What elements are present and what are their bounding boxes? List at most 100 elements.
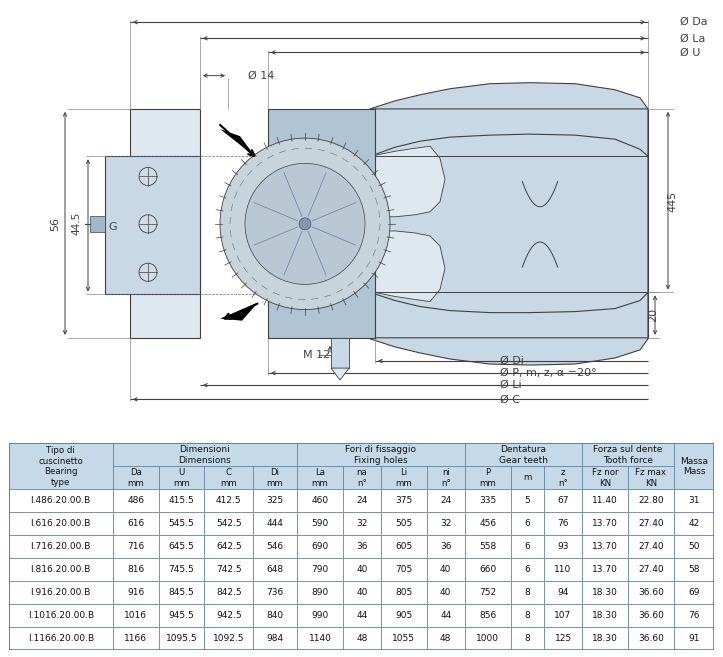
Bar xyxy=(427,604,465,627)
Text: 44: 44 xyxy=(440,612,451,620)
Text: I.716.20.00.B: I.716.20.00.B xyxy=(30,543,91,551)
Text: Ø P, m, z, α =20°: Ø P, m, z, α =20° xyxy=(500,368,596,378)
Text: 13.70: 13.70 xyxy=(592,566,618,574)
Text: 27.40: 27.40 xyxy=(638,566,664,574)
Text: 546: 546 xyxy=(267,543,283,551)
Bar xyxy=(9,581,113,604)
Bar xyxy=(253,604,297,627)
Text: 590: 590 xyxy=(312,520,329,528)
Text: I.616.20.00.B: I.616.20.00.B xyxy=(30,520,91,528)
Bar xyxy=(297,558,343,581)
Text: Ø 14: Ø 14 xyxy=(248,71,274,81)
Bar xyxy=(510,627,544,650)
Circle shape xyxy=(245,164,365,284)
Text: 990: 990 xyxy=(312,612,329,620)
Text: 460: 460 xyxy=(312,497,329,505)
Bar xyxy=(297,627,343,650)
Text: 18.30: 18.30 xyxy=(592,635,618,643)
Text: 412.5: 412.5 xyxy=(216,497,241,505)
Bar xyxy=(297,581,343,604)
Text: 705: 705 xyxy=(395,566,412,574)
Bar xyxy=(674,558,714,581)
Bar xyxy=(628,558,674,581)
Circle shape xyxy=(139,263,157,281)
Text: 642.5: 642.5 xyxy=(216,543,241,551)
Bar xyxy=(343,512,381,535)
Text: 40: 40 xyxy=(440,589,451,597)
Bar xyxy=(674,627,714,650)
Text: ni
n°: ni n° xyxy=(441,468,450,487)
Text: 22.80: 22.80 xyxy=(638,497,664,505)
Text: 8: 8 xyxy=(524,612,530,620)
Bar xyxy=(674,581,714,604)
Circle shape xyxy=(220,138,390,309)
Bar xyxy=(205,512,253,535)
Text: 44: 44 xyxy=(356,612,367,620)
Text: 5: 5 xyxy=(524,497,530,505)
Bar xyxy=(510,604,544,627)
Text: Fori di fissaggio
Fixing holes: Fori di fissaggio Fixing holes xyxy=(346,445,416,464)
Bar xyxy=(465,466,510,489)
Bar xyxy=(465,558,510,581)
Text: 1055: 1055 xyxy=(393,635,415,643)
Bar xyxy=(113,443,297,466)
Bar xyxy=(628,581,674,604)
Bar xyxy=(253,512,297,535)
Text: I.1016.20.00.B: I.1016.20.00.B xyxy=(27,612,94,620)
Bar xyxy=(130,109,200,338)
Text: 790: 790 xyxy=(312,566,329,574)
Text: I.1166.20.00.B: I.1166.20.00.B xyxy=(27,635,94,643)
Text: 69: 69 xyxy=(688,589,700,597)
Bar xyxy=(381,489,427,512)
Text: 67: 67 xyxy=(557,497,569,505)
Bar xyxy=(465,512,510,535)
Bar xyxy=(113,489,158,512)
Text: 916: 916 xyxy=(127,589,145,597)
Text: I.916.20.00.B: I.916.20.00.B xyxy=(30,589,91,597)
Text: 18.30: 18.30 xyxy=(592,612,618,620)
Text: 716: 716 xyxy=(127,543,145,551)
Bar xyxy=(674,604,714,627)
Bar xyxy=(465,535,510,558)
Text: Forza sul dente
Tooth force: Forza sul dente Tooth force xyxy=(593,445,662,464)
Bar xyxy=(544,627,582,650)
Text: 375: 375 xyxy=(395,497,412,505)
Bar xyxy=(628,489,674,512)
Text: 44.5: 44.5 xyxy=(71,212,81,235)
Bar xyxy=(674,535,714,558)
Text: 805: 805 xyxy=(395,589,412,597)
Text: z
n°: z n° xyxy=(558,468,568,487)
Bar xyxy=(9,604,113,627)
Bar xyxy=(510,512,544,535)
Text: Ø Li: Ø Li xyxy=(500,380,521,390)
Bar xyxy=(158,581,205,604)
Bar xyxy=(113,535,158,558)
Text: 905: 905 xyxy=(395,612,412,620)
Bar xyxy=(343,558,381,581)
Text: 842.5: 842.5 xyxy=(216,589,241,597)
Text: 13.70: 13.70 xyxy=(592,520,618,528)
Circle shape xyxy=(139,215,157,233)
Text: 542.5: 542.5 xyxy=(216,520,241,528)
Bar xyxy=(158,466,205,489)
Text: Di
mm: Di mm xyxy=(267,468,283,487)
Bar xyxy=(628,604,674,627)
Bar xyxy=(381,512,427,535)
Bar xyxy=(465,627,510,650)
Text: 856: 856 xyxy=(479,612,496,620)
Text: 50: 50 xyxy=(688,543,700,551)
Bar xyxy=(158,512,205,535)
Text: 18.30: 18.30 xyxy=(592,589,618,597)
Polygon shape xyxy=(370,109,648,156)
Bar xyxy=(113,581,158,604)
Bar xyxy=(427,535,465,558)
Bar xyxy=(582,558,628,581)
Text: 415.5: 415.5 xyxy=(168,497,194,505)
Bar xyxy=(544,604,582,627)
Bar xyxy=(343,535,381,558)
Text: 745.5: 745.5 xyxy=(168,566,194,574)
Text: 6: 6 xyxy=(524,520,530,528)
Bar xyxy=(205,627,253,650)
Bar xyxy=(674,512,714,535)
Bar xyxy=(381,604,427,627)
